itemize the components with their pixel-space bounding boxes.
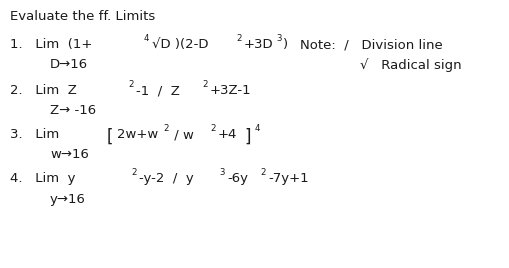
Text: +3Z-1: +3Z-1	[210, 84, 251, 97]
Text: -1  /  Z: -1 / Z	[136, 84, 180, 97]
Text: 2: 2	[131, 168, 136, 177]
Text: 2: 2	[260, 168, 265, 177]
Text: √   Radical sign: √ Radical sign	[359, 58, 461, 72]
Text: 1.   Lim  (1+: 1. Lim (1+	[10, 38, 96, 51]
Text: -7y+1: -7y+1	[267, 172, 308, 185]
Text: 2w+w: 2w+w	[117, 128, 158, 141]
Text: 3: 3	[218, 168, 224, 177]
Text: Z→ -16: Z→ -16	[50, 104, 96, 117]
Text: 2: 2	[236, 34, 241, 43]
Text: Note:  /   Division line: Note: / Division line	[299, 38, 442, 51]
Text: 2: 2	[210, 124, 215, 133]
Text: Evaluate the ff. Limits: Evaluate the ff. Limits	[10, 10, 155, 23]
Text: ): )	[282, 38, 288, 51]
Text: 2: 2	[128, 80, 133, 89]
Text: 4: 4	[254, 124, 260, 133]
Text: -y-2  /  y: -y-2 / y	[139, 172, 193, 185]
Text: 2.   Lim  Z: 2. Lim Z	[10, 84, 77, 97]
Text: 3.   Lim: 3. Lim	[10, 128, 68, 141]
Text: D→16: D→16	[50, 58, 88, 71]
Text: y→16: y→16	[50, 193, 86, 206]
Text: √D )(2-D: √D )(2-D	[152, 38, 208, 51]
Text: 2: 2	[202, 80, 207, 89]
Text: +4: +4	[217, 128, 237, 141]
Text: w→16: w→16	[50, 148, 89, 161]
Text: 3: 3	[275, 34, 281, 43]
Text: 2: 2	[163, 124, 168, 133]
Text: / w: / w	[169, 128, 193, 141]
Text: +3D: +3D	[243, 38, 273, 51]
Text: [: [	[107, 128, 113, 146]
Text: 4: 4	[144, 34, 149, 43]
Text: ]: ]	[243, 128, 250, 146]
Text: 4.   Lim  y: 4. Lim y	[10, 172, 75, 185]
Text: -6y: -6y	[227, 172, 247, 185]
